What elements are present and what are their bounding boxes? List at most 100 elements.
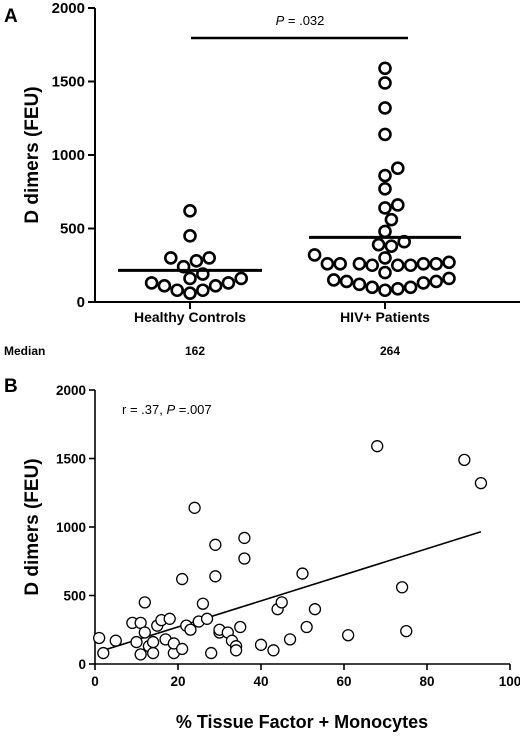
panel-b-letter: B (4, 376, 18, 397)
x-tick-label: 60 (336, 674, 351, 689)
data-point (442, 255, 456, 270)
median-value: 264 (380, 344, 400, 358)
data-point (170, 283, 184, 298)
data-point (183, 271, 197, 286)
category-label: Healthy Controls (134, 309, 246, 325)
p-value-text: = .032 (284, 13, 324, 28)
data-point (352, 256, 367, 271)
median-title: Median (4, 344, 45, 358)
data-point (163, 612, 176, 625)
data-point (209, 538, 222, 551)
data-point (390, 281, 405, 296)
data-point (267, 644, 280, 657)
data-point (175, 642, 189, 656)
x-tick-label: 0 (91, 674, 99, 689)
data-point (339, 274, 354, 289)
y-tick-label: 1500 (56, 452, 86, 467)
data-point (400, 624, 413, 638)
data-point (229, 644, 243, 657)
x-tick-label: 20 (170, 674, 185, 689)
data-point (365, 280, 380, 295)
data-point (202, 251, 216, 265)
data-point (378, 224, 392, 239)
y-tick-label: 2000 (56, 383, 86, 398)
category-label: HIV+ Patients (340, 309, 430, 325)
data-point (384, 239, 399, 253)
panel-a-y-label: D dimers (FEU) (22, 86, 43, 223)
r-value-text: r = .37, (122, 402, 166, 417)
data-point (175, 572, 189, 586)
data-point (378, 61, 392, 76)
data-point (371, 440, 384, 453)
panel-b-y-ticks: 0 500 1000 1500 2000 (56, 383, 95, 672)
data-point (254, 638, 268, 651)
data-point (200, 612, 214, 625)
panel-b-x-ticks: 0 20 40 60 80 100 (91, 664, 520, 689)
data-point (238, 552, 251, 565)
data-point (221, 276, 236, 290)
data-point (164, 251, 178, 265)
data-point (205, 646, 218, 660)
y-tick-label: 500 (63, 589, 86, 604)
data-point (403, 280, 418, 295)
data-point (138, 626, 151, 639)
panel-a-y-ticks: 0 500 1000 1500 2000 (52, 0, 95, 311)
y-tick-label: 1500 (52, 74, 85, 91)
data-point (130, 635, 143, 649)
data-point (378, 251, 392, 265)
data-point (390, 198, 405, 212)
data-point (183, 286, 197, 300)
median-value: 162 (185, 344, 205, 358)
data-point (429, 256, 444, 271)
y-tick-label: 1000 (52, 147, 85, 164)
data-point (371, 237, 386, 252)
data-point (183, 204, 197, 218)
regression-line (98, 531, 482, 653)
data-point (326, 273, 341, 287)
x-tick-label: 40 (253, 674, 268, 689)
y-tick-label: 2000 (52, 0, 85, 17)
data-point (184, 623, 197, 636)
data-point (283, 633, 297, 646)
data-point (365, 258, 380, 273)
panel-a-categories: Healthy Controls HIV+ Patients (134, 302, 430, 325)
x-tick-label: 80 (419, 674, 434, 689)
data-point (109, 634, 122, 647)
data-point (188, 501, 201, 514)
data-point (146, 646, 160, 660)
panel-a-letter: A (4, 6, 18, 27)
median-values: 162 264 (185, 344, 400, 358)
data-point (208, 279, 223, 293)
data-point (416, 256, 431, 271)
panel-a-points (144, 61, 456, 300)
data-point (183, 229, 197, 243)
data-point (378, 101, 392, 115)
p-symbol: P (276, 13, 285, 28)
data-point (378, 182, 392, 196)
data-point (157, 279, 172, 293)
data-point (234, 271, 248, 286)
data-point (352, 277, 367, 292)
data-point (378, 127, 392, 142)
panel-b-x-label: % Tissue Factor + Monocytes (176, 712, 428, 732)
data-point (196, 283, 210, 298)
data-point (307, 248, 322, 262)
data-point (378, 76, 392, 90)
data-point (320, 256, 335, 271)
x-tick-label: 100 (499, 674, 520, 689)
data-point (403, 258, 418, 273)
panel-a: A 0 500 1000 1500 2000 D dimers (FEU) Health… (4, 0, 520, 358)
data-point (378, 283, 392, 298)
p-symbol: P (166, 402, 175, 417)
data-point (333, 256, 348, 271)
data-point (209, 570, 222, 583)
data-point (429, 274, 444, 289)
data-point (341, 629, 355, 642)
panel-b-y-label: D dimers (FEU) (22, 458, 43, 595)
data-point (296, 567, 309, 580)
y-tick-label: 0 (78, 657, 86, 672)
data-point (395, 581, 409, 594)
data-point (378, 168, 392, 183)
y-tick-label: 500 (60, 221, 85, 238)
